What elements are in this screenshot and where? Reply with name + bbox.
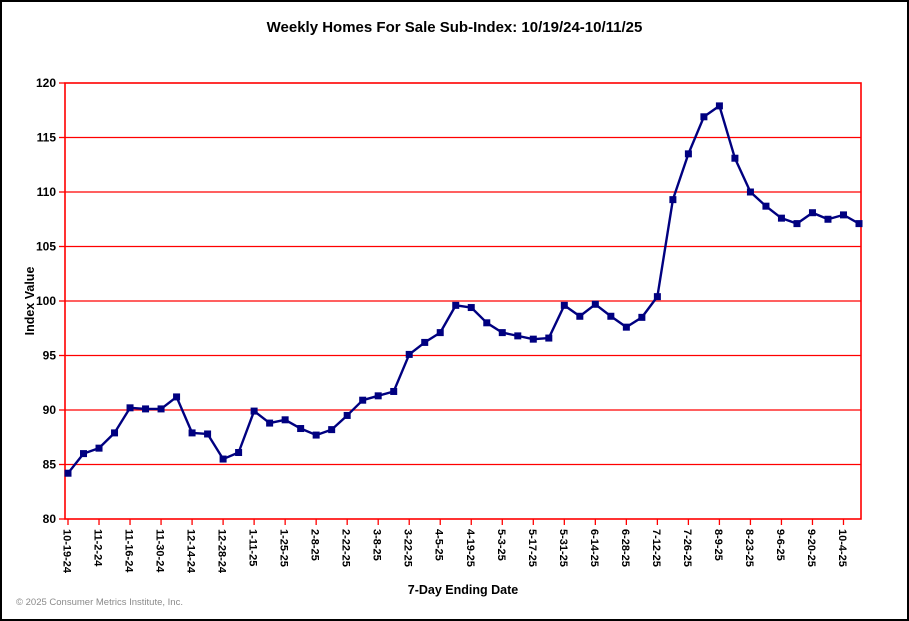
data-point xyxy=(250,407,258,415)
x-tick-label: 8-9-25 xyxy=(712,529,724,561)
y-tick-label: 100 xyxy=(36,294,56,308)
data-point xyxy=(328,426,336,434)
data-point xyxy=(824,215,832,223)
data-point xyxy=(421,338,429,346)
data-point xyxy=(514,332,522,340)
x-tick-label: 2-22-25 xyxy=(340,529,352,567)
data-point xyxy=(731,154,739,162)
copyright-text: © 2025 Consumer Metrics Institute, Inc. xyxy=(16,597,183,608)
data-point xyxy=(529,335,537,343)
data-point xyxy=(173,393,181,401)
data-point xyxy=(638,313,646,321)
x-tick-label: 4-5-25 xyxy=(433,529,445,561)
y-tick-label: 95 xyxy=(43,349,57,363)
data-point xyxy=(374,392,382,400)
data-point xyxy=(653,293,661,301)
x-tick-label: 1-25-25 xyxy=(278,529,290,567)
x-tick-label: 9-20-25 xyxy=(805,529,817,567)
x-tick-label: 11-16-24 xyxy=(123,529,135,573)
data-point xyxy=(142,405,150,413)
data-point xyxy=(498,329,506,337)
x-tick-label: 5-17-25 xyxy=(526,529,538,567)
x-tick-label: 11-30-24 xyxy=(154,529,166,573)
data-point xyxy=(576,312,584,320)
data-point xyxy=(607,312,615,320)
data-point xyxy=(762,202,770,210)
y-tick-label: 90 xyxy=(43,403,57,417)
data-point xyxy=(235,449,243,457)
data-point xyxy=(390,387,398,395)
data-point xyxy=(746,188,754,196)
x-tick-label: 2-8-25 xyxy=(309,529,321,561)
x-tick-label: 4-19-25 xyxy=(464,529,476,567)
data-point xyxy=(591,300,599,308)
data-point xyxy=(560,301,568,309)
x-tick-label: 6-14-25 xyxy=(588,529,600,567)
data-point xyxy=(204,430,212,438)
data-point xyxy=(111,429,119,437)
x-tick-label: 12-28-24 xyxy=(216,529,228,574)
y-tick-label: 105 xyxy=(36,240,56,254)
y-tick-label: 80 xyxy=(43,512,57,526)
x-tick-label: 3-22-25 xyxy=(402,529,414,567)
y-tick-label: 110 xyxy=(37,185,57,199)
data-point xyxy=(64,469,72,477)
y-tick-label: 120 xyxy=(36,76,56,90)
y-tick-label: 115 xyxy=(37,131,57,145)
data-point xyxy=(312,431,320,439)
data-point xyxy=(436,329,444,337)
data-point xyxy=(80,450,88,458)
x-tick-label: 8-23-25 xyxy=(743,529,755,567)
x-tick-label: 7-26-25 xyxy=(681,529,693,567)
data-point xyxy=(266,419,274,427)
data-point xyxy=(281,416,289,424)
y-tick-label: 85 xyxy=(43,458,57,472)
data-point xyxy=(219,455,227,463)
x-tick-label: 9-6-25 xyxy=(774,529,786,561)
x-tick-label: 12-14-24 xyxy=(185,529,197,574)
data-point xyxy=(622,323,630,331)
chart-title: Weekly Homes For Sale Sub-Index: 10/19/2… xyxy=(266,19,643,36)
data-point xyxy=(545,334,553,342)
data-point xyxy=(467,304,475,312)
data-point xyxy=(157,405,165,413)
x-tick-label: 6-28-25 xyxy=(619,529,631,567)
data-point xyxy=(188,429,196,437)
data-point xyxy=(483,319,491,327)
data-point xyxy=(715,102,723,110)
data-point xyxy=(405,350,413,358)
x-axis-title: 7-Day Ending Date xyxy=(408,583,518,597)
x-tick-label: 11-2-24 xyxy=(92,529,104,567)
x-tick-label: 3-8-25 xyxy=(371,529,383,561)
data-point xyxy=(684,150,692,158)
data-point xyxy=(297,425,305,433)
x-tick-label: 1-11-25 xyxy=(247,529,259,566)
data-point xyxy=(855,220,863,228)
data-point xyxy=(343,411,351,419)
data-point xyxy=(95,444,103,452)
data-point xyxy=(839,211,847,219)
data-point xyxy=(126,404,134,412)
x-tick-label: 7-12-25 xyxy=(650,529,662,567)
data-point xyxy=(777,214,785,222)
x-tick-label: 5-3-25 xyxy=(495,529,507,561)
data-point xyxy=(359,396,367,404)
data-point xyxy=(808,209,816,217)
x-tick-label: 5-31-25 xyxy=(557,529,569,567)
data-point xyxy=(700,113,708,121)
y-axis-title: Index Value xyxy=(23,267,37,336)
data-point xyxy=(452,301,460,309)
x-tick-label: 10-4-25 xyxy=(836,529,848,567)
data-point xyxy=(669,196,677,204)
data-point xyxy=(793,220,801,228)
plot-border xyxy=(64,82,862,520)
x-tick-label: 10-19-24 xyxy=(61,529,73,574)
data-line xyxy=(67,104,860,474)
